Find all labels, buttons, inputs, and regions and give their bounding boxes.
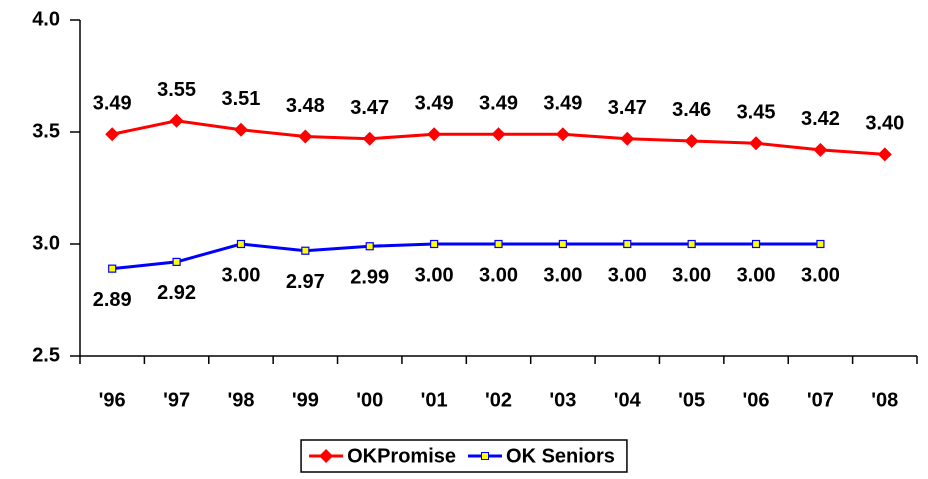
marker bbox=[430, 239, 439, 249]
marker bbox=[169, 113, 184, 128]
marker bbox=[491, 127, 506, 142]
marker bbox=[105, 127, 120, 142]
data-label: 3.00 bbox=[672, 264, 711, 286]
marker bbox=[427, 127, 442, 142]
x-tick-label: '01 bbox=[421, 389, 448, 411]
data-label: 3.45 bbox=[737, 101, 776, 123]
data-label: 2.89 bbox=[93, 289, 132, 311]
x-tick-label: '97 bbox=[163, 389, 190, 411]
x-tick-label: '04 bbox=[614, 389, 642, 411]
data-label: 3.49 bbox=[415, 93, 454, 115]
marker bbox=[298, 129, 313, 144]
data-label: 3.42 bbox=[801, 108, 840, 130]
x-tick-label: '05 bbox=[678, 389, 705, 411]
x-tick-label: '08 bbox=[871, 389, 898, 411]
marker bbox=[362, 131, 377, 146]
marker bbox=[233, 122, 248, 137]
x-tick-label: '96 bbox=[99, 389, 126, 411]
x-tick-label: '99 bbox=[292, 389, 319, 411]
data-label: 2.92 bbox=[157, 282, 196, 304]
marker bbox=[558, 239, 567, 249]
x-tick-label: '07 bbox=[807, 389, 834, 411]
marker bbox=[494, 239, 503, 249]
data-label: 3.49 bbox=[93, 93, 132, 115]
data-label: 3.00 bbox=[737, 264, 776, 286]
data-label: 3.51 bbox=[221, 88, 260, 110]
data-label: 3.47 bbox=[350, 97, 389, 119]
marker bbox=[236, 239, 246, 249]
series-line bbox=[112, 242, 821, 271]
marker bbox=[620, 131, 635, 146]
data-label: 3.48 bbox=[286, 95, 325, 117]
legend-marker bbox=[319, 449, 334, 463]
data-label: 3.49 bbox=[479, 93, 518, 115]
data-label: 3.00 bbox=[801, 264, 840, 286]
marker bbox=[749, 136, 764, 151]
data-label: 3.00 bbox=[479, 264, 518, 286]
marker bbox=[365, 242, 374, 251]
data-label: 3.47 bbox=[608, 97, 647, 119]
legend-label: OKPromise bbox=[347, 445, 456, 467]
data-label: 3.00 bbox=[608, 264, 647, 286]
marker bbox=[687, 239, 696, 249]
marker bbox=[108, 264, 117, 273]
y-tick-label: 3.5 bbox=[32, 120, 60, 142]
data-label: 3.49 bbox=[543, 93, 582, 115]
y-tick-label: 3.0 bbox=[32, 232, 60, 254]
data-label: 3.00 bbox=[221, 264, 260, 286]
y-tick-label: 4.0 bbox=[32, 8, 60, 30]
y-tick-label: 2.5 bbox=[32, 344, 60, 366]
marker bbox=[172, 257, 181, 267]
marker bbox=[816, 239, 825, 249]
data-label: 3.46 bbox=[672, 99, 711, 121]
x-tick-label: '98 bbox=[227, 389, 254, 411]
marker bbox=[555, 127, 570, 142]
x-tick-label: '02 bbox=[485, 389, 512, 411]
marker bbox=[751, 239, 761, 249]
data-label: 2.97 bbox=[286, 271, 325, 293]
data-label: 3.00 bbox=[543, 264, 582, 286]
legend bbox=[300, 439, 628, 473]
marker bbox=[813, 142, 828, 157]
marker bbox=[623, 239, 632, 249]
x-tick-label: '00 bbox=[356, 389, 383, 411]
data-label: 3.40 bbox=[865, 113, 904, 135]
marker bbox=[684, 133, 699, 148]
x-tick-label: '06 bbox=[743, 389, 770, 411]
marker bbox=[877, 147, 892, 162]
data-label: 3.00 bbox=[415, 264, 454, 286]
legend-marker bbox=[481, 452, 490, 460]
legend-label: OK Seniors bbox=[506, 445, 615, 467]
data-label: 3.55 bbox=[157, 79, 196, 101]
data-label: 2.99 bbox=[350, 267, 389, 289]
x-tick-label: '03 bbox=[549, 389, 576, 411]
marker bbox=[301, 246, 310, 255]
